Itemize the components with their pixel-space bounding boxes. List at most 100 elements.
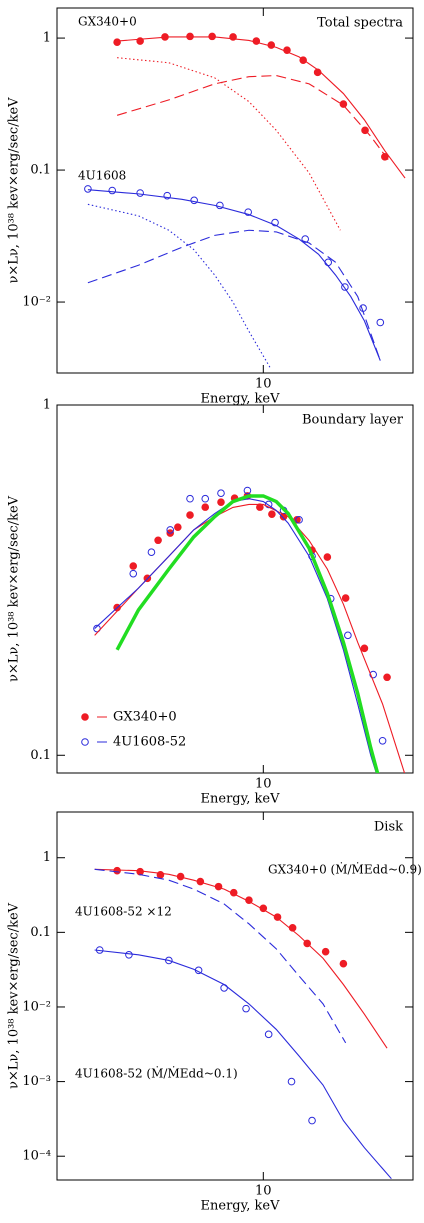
data-point [264, 1030, 273, 1039]
data-point [108, 186, 117, 195]
y-axis-label: ν×Lν, 10³⁸ kev×erg/sec/keV [7, 97, 22, 284]
data-point [378, 736, 387, 745]
data-point [129, 569, 138, 578]
data-point [273, 913, 282, 921]
x-axis-label: Energy, keV [201, 392, 281, 407]
data-point [129, 562, 138, 570]
legend-label: 4U1608-52 [113, 735, 186, 750]
data-point [154, 536, 162, 545]
model-curve [94, 868, 347, 1044]
model-curve [87, 203, 271, 368]
data-point [341, 594, 350, 602]
data-point [295, 516, 303, 524]
y-tick-label: 10⁻⁴ [22, 1149, 51, 1164]
data-point [113, 866, 121, 875]
x-tick-label: 10 [255, 777, 272, 792]
data-point [376, 318, 385, 327]
y-axis-label: ν×Lν, 10³⁸ kev×erg/sec/keV [7, 495, 22, 682]
annotation: 4U1608-52 ×12 [75, 905, 172, 919]
data-point [323, 553, 332, 561]
data-point [208, 32, 216, 41]
data-point [217, 489, 225, 498]
data-point [308, 1116, 316, 1125]
data-point [264, 500, 273, 509]
data-point [166, 526, 175, 534]
data-point [174, 523, 182, 531]
x-axis-label: Energy, keV [201, 792, 281, 807]
model-curve [117, 36, 406, 179]
model-curve [94, 868, 388, 1049]
data-point [217, 498, 225, 506]
y-tick-label: 10⁻³ [22, 1074, 51, 1089]
data-point [147, 548, 156, 556]
data-point [324, 258, 332, 267]
data-point [186, 32, 194, 41]
frame [56, 7, 414, 374]
model-curve [94, 949, 392, 1180]
data-point [339, 959, 348, 968]
data-point [242, 1004, 250, 1013]
data-point [360, 644, 369, 653]
data-point [244, 208, 252, 216]
panel-title: Boundary layer [302, 413, 404, 428]
annotation: GX340+0 [78, 15, 137, 29]
annotation: 4U1608-52 (Ṁ/ṀEdd~0.1) [75, 1066, 238, 1081]
model-curve [87, 189, 381, 361]
data-point [268, 510, 276, 518]
data-point [125, 951, 133, 959]
x-tick-label: 10 [255, 377, 272, 392]
y-tick-label: 1 [43, 31, 51, 46]
legend-label: GX340+0 [113, 710, 177, 725]
y-axis-label: ν×Lν, 10³⁸ kev×erg/sec/keV [7, 902, 22, 1089]
data-point [369, 670, 377, 679]
data-point [163, 191, 172, 200]
legend-marker [81, 738, 89, 746]
model-curve [87, 229, 381, 361]
data-point [287, 1077, 296, 1086]
data-point [201, 494, 210, 503]
model-curve [94, 498, 377, 773]
x-axis-label: Energy, keV [201, 1199, 281, 1214]
data-point [190, 196, 198, 205]
data-point [381, 153, 389, 161]
data-point [165, 956, 173, 965]
data-point [256, 503, 264, 511]
data-point [301, 235, 310, 243]
data-point [220, 984, 228, 992]
y-tick-label: 0.1 [30, 925, 51, 940]
panel-title: Total spectra [317, 16, 403, 31]
model-curve [116, 75, 389, 160]
y-tick-label: 0.1 [30, 748, 51, 763]
model-curve [115, 494, 380, 773]
data-point [321, 947, 330, 956]
y-tick-label: 10⁻² [22, 295, 51, 310]
annotation: 4U1608 [78, 169, 126, 183]
data-point [339, 100, 348, 108]
x-tick-label: 10 [255, 1184, 272, 1199]
y-tick-label: 1 [43, 850, 51, 865]
data-point [136, 189, 144, 197]
plot-area [84, 32, 406, 368]
legend-marker [81, 713, 89, 721]
data-point [201, 503, 210, 511]
data-point [271, 218, 279, 227]
data-point [113, 38, 121, 47]
data-point [186, 494, 194, 503]
annotation: GX340+0 (Ṁ/ṀEdd~0.9) [268, 862, 422, 877]
plot-area [93, 486, 406, 773]
y-tick-label: 1 [43, 398, 51, 413]
data-point [383, 673, 391, 682]
plot-area [94, 866, 392, 1180]
frame [56, 811, 414, 1181]
data-point [186, 511, 194, 519]
data-point [344, 631, 352, 640]
data-point [84, 185, 92, 193]
y-tick-label: 10⁻² [22, 999, 51, 1014]
data-point [341, 283, 349, 291]
y-tick-label: 0.1 [30, 163, 51, 178]
